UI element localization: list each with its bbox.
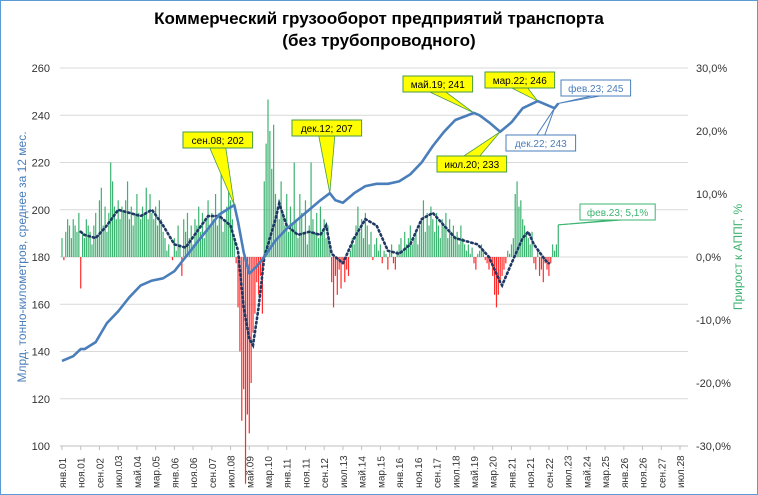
callout-label: сен.08; 202 [192,136,245,147]
x-tick-label: янв.06 [170,457,181,488]
y-tick-right: 20,0% [696,126,727,138]
annotation-callout: июл.20; 233 [436,131,508,173]
callout-label: мар.22; 246 [493,76,548,87]
annotation-callout: мар.22; 246 [484,71,556,102]
callout-box [560,79,632,97]
x-tick-label: июл.28 [676,455,687,488]
callout-label: дек.22; 243 [515,139,567,150]
y-tick-left: 180 [32,252,50,264]
x-tick-label: май.09 [245,456,256,488]
callout-label: дек.12; 207 [301,124,353,135]
y-axis-title-left: Млрд. тонно-километров, среднее за 12 ме… [15,131,29,382]
chart-title-line2: (без трубопроводного) [282,31,476,50]
callout-box [579,203,656,221]
y-tick-right: -20,0% [696,378,731,390]
x-tick-label: мар.20 [489,456,500,488]
callout-pointer [209,147,235,206]
chart-title-line1: Коммерческий грузооборот предприятий тра… [154,9,604,28]
callout-pointer [558,219,622,226]
callout-pointer [318,135,336,194]
y-tick-left: 260 [32,63,50,75]
callout-box [402,75,474,93]
x-tick-label: май.14 [358,456,369,488]
callout-box [484,71,556,89]
y-axis-title-right: Прирост к АППГ, % [731,204,745,311]
y-tick-left: 200 [32,205,50,217]
x-tick-label: янв.01 [58,457,69,488]
x-tick-label: сен.02 [95,458,106,488]
x-tick-label: мар.10 [264,456,275,488]
callout-pointer [544,107,555,136]
callout-pointer [558,95,600,104]
x-tick-label: май.19 [470,456,481,488]
callout-pointer [536,107,555,136]
annotation-callout: сен.08; 202 [182,131,254,206]
x-tick-label: сен.12 [320,458,331,488]
x-tick-label: мар.05 [152,456,163,488]
annotation-callout: май.19; 241 [402,75,475,114]
y-tick-left: 220 [32,158,50,170]
x-tick-label: июл.03 [114,455,125,488]
x-tick-label: ноя.21 [526,457,537,488]
x-tick-label: сен.22 [545,458,556,488]
chart-title: Коммерческий грузооборот предприятий тра… [0,8,758,52]
x-tick-label: сен.27 [657,458,668,488]
annotation-callout: фев.23; 245 [558,79,632,104]
avg-growth-dotted-line [79,198,551,350]
callout-label: июл.20; 233 [444,160,499,171]
callout-label: май.19; 241 [411,80,466,91]
y-tick-left: 240 [32,110,50,122]
callout-pointer [511,87,538,102]
x-tick-label: ноя.11 [301,458,312,488]
x-tick-label: ноя.06 [189,457,200,488]
annotation-callout: дек.22; 243 [505,107,577,152]
x-tick-label: ноя.26 [639,457,650,488]
x-tick-label: сен.07 [208,458,219,488]
callout-box [505,134,577,152]
x-tick-label: июл.23 [564,455,575,488]
x-tick-label: июл.13 [339,455,350,488]
x-tick-label: ноя.16 [414,457,425,488]
x-tick-label: сен.17 [433,458,444,488]
y-tick-right: 0,0% [696,252,721,264]
callout-label: фев.23; 245 [568,83,624,95]
y-tick-right: 30,0% [696,63,727,75]
y-tick-right: -10,0% [696,315,731,327]
y-tick-left: 120 [32,394,50,406]
y-tick-right: 10,0% [696,189,727,201]
callout-box [436,155,508,173]
freight-line [61,99,560,363]
x-tick-label: июл.08 [227,455,238,488]
x-tick-label: мар.15 [376,456,387,488]
callout-pointer [462,131,501,157]
callout-pointer [429,91,475,114]
x-tick-label: янв.21 [507,457,518,488]
annotation-callout: фев.23; 5,1% [558,203,656,226]
y-tick-left: 140 [32,347,50,359]
x-tick-label: мар.25 [601,456,612,488]
callout-label: фев.23; 5,1% [587,207,648,219]
x-tick-label: июл.18 [451,455,462,488]
x-tick-label: май.24 [582,456,593,488]
y-tick-left: 100 [32,441,50,453]
x-tick-label: май.04 [133,456,144,488]
callout-box [291,119,363,137]
x-tick-label: ноя.01 [77,457,88,488]
callout-box [182,131,254,149]
x-tick-label: янв.26 [620,457,631,488]
annotation-callout: дек.12; 207 [291,119,363,194]
x-tick-label: янв.11 [283,458,294,488]
y-tick-right: -30,0% [696,441,731,453]
x-tick-label: янв.16 [395,457,406,488]
y-tick-left: 160 [32,299,50,311]
